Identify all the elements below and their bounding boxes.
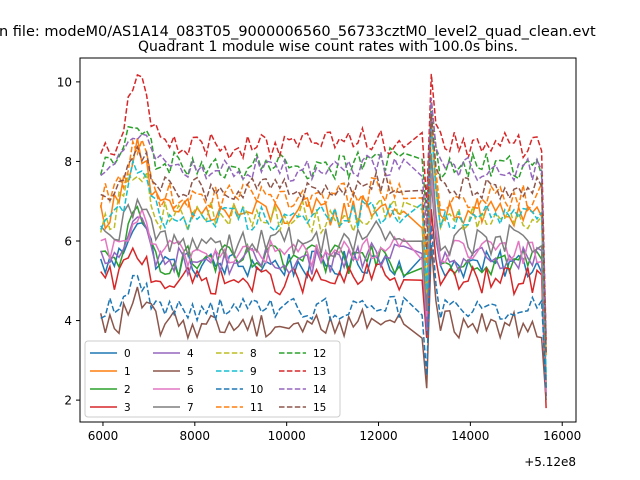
series-line-4 — [99, 173, 547, 397]
legend-label-8: 8 — [250, 348, 257, 360]
x-tick-label-16000: 16000 — [543, 429, 581, 443]
chart-title: Quadrant 1 module wise count rates with … — [138, 39, 518, 55]
y-tick-label-10: 10 — [57, 75, 72, 89]
legend-label-0: 0 — [124, 348, 131, 360]
y-tick-label-2: 2 — [64, 394, 72, 408]
legend-label-13: 13 — [313, 366, 326, 378]
y-tick-label-6: 6 — [64, 234, 72, 248]
series-line-5 — [99, 244, 547, 401]
legend-label-12: 12 — [313, 348, 326, 360]
legend-label-3: 3 — [124, 402, 131, 414]
legend-box — [84, 340, 341, 418]
x-tick-label-6000: 6000 — [88, 429, 119, 443]
series-line-1 — [99, 117, 547, 385]
legend-label-15: 15 — [313, 402, 326, 414]
legend-label-5: 5 — [187, 366, 194, 378]
legend-label-4: 4 — [187, 348, 194, 360]
series-line-10 — [100, 225, 547, 389]
legend-label-10: 10 — [250, 384, 263, 396]
x-tick-label-12000: 12000 — [359, 429, 397, 443]
series-layer — [99, 73, 547, 409]
x-offset-label: +5.12e8 — [524, 455, 576, 469]
series-line-3 — [100, 209, 547, 409]
y-axis: 2 4 6 8 10 — [57, 75, 80, 408]
plot-frame — [79, 57, 577, 423]
series-line-7 — [100, 153, 547, 381]
series-line-11 — [99, 113, 547, 357]
legend-label-2: 2 — [124, 384, 131, 396]
legend-label-14: 14 — [313, 384, 327, 396]
series-line-13 — [100, 73, 547, 341]
series-line-12 — [99, 101, 547, 353]
x-tick-label-14000: 14000 — [451, 429, 489, 443]
series-line-8 — [99, 121, 547, 373]
legend-label-1: 1 — [124, 366, 131, 378]
legend-label-7: 7 — [187, 402, 194, 414]
figure-suptitle: n file: modeM0/AS1A14_083T05_9000006560_… — [0, 24, 596, 40]
series-line-9 — [100, 125, 547, 377]
legend-label-9: 9 — [250, 366, 257, 378]
x-tick-label-10000: 10000 — [268, 429, 306, 443]
legend-label-6: 6 — [187, 384, 194, 396]
legend-label-11: 11 — [250, 402, 263, 414]
y-tick-label-4: 4 — [64, 314, 72, 328]
series-line-14 — [100, 97, 547, 337]
x-tick-label-8000: 8000 — [180, 429, 211, 443]
y-tick-label-8: 8 — [64, 155, 72, 169]
x-axis: 6000 8000 10000 12000 14000 16000 — [88, 422, 581, 443]
